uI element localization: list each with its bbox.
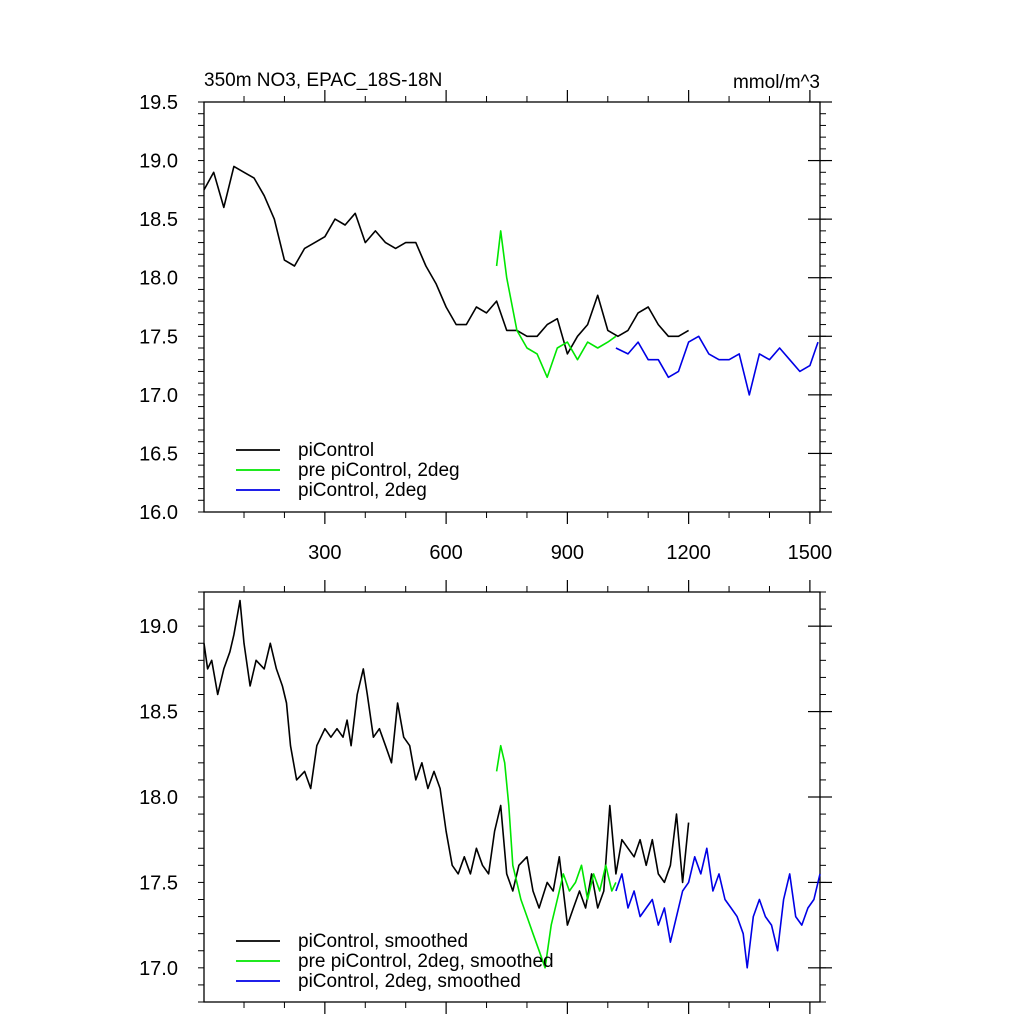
series-line: [495, 744, 617, 969]
series-line: [615, 335, 819, 396]
legend-label: piControl, 2deg, smoothed: [298, 971, 521, 992]
x-tick-label: 1200: [666, 542, 711, 564]
y-tick-label: 19.0: [139, 151, 178, 173]
series-line: [203, 165, 690, 355]
plot-frame: [203, 101, 821, 513]
y-tick-label: 17.0: [139, 958, 178, 980]
series-line: [495, 230, 617, 379]
y-tick-label: 19.5: [139, 92, 178, 114]
y-tick-label: 18.0: [139, 268, 178, 290]
x-tick-label: 1500: [788, 542, 833, 564]
legend-label: piControl: [298, 440, 374, 461]
units-label: mmol/m^3: [733, 72, 820, 93]
top-panel: 350m NO3, EPAC_18S-18N mmol/m^3 300 600 90…: [139, 70, 832, 564]
legend-label: pre piControl, 2deg: [298, 460, 460, 481]
y-tick-label: 16.5: [139, 443, 178, 465]
x-tick-label: 600: [429, 542, 462, 564]
y-tick-label: 17.0: [139, 385, 178, 407]
series-line: [203, 599, 690, 926]
x-tick-label: 300: [308, 542, 341, 564]
legend-label: piControl, smoothed: [298, 931, 468, 952]
y-tick-label: 18.5: [139, 702, 178, 724]
y-tick-label: 17.5: [139, 326, 178, 348]
legend-label: pre piControl, 2deg, smoothed: [298, 951, 554, 972]
plot-frame: [203, 591, 821, 1003]
y-tick-label: 18.5: [139, 209, 178, 231]
y-tick-label: 16.0: [139, 502, 178, 524]
legend-label: piControl, 2deg: [298, 480, 427, 501]
series-line: [615, 847, 821, 969]
y-tick-label: 18.0: [139, 787, 178, 809]
chart-title: 350m NO3, EPAC_18S-18N: [204, 70, 442, 91]
y-tick-label: 17.5: [139, 872, 178, 894]
y-tick-label: 19.0: [139, 616, 178, 638]
x-tick-label: 900: [551, 542, 584, 564]
